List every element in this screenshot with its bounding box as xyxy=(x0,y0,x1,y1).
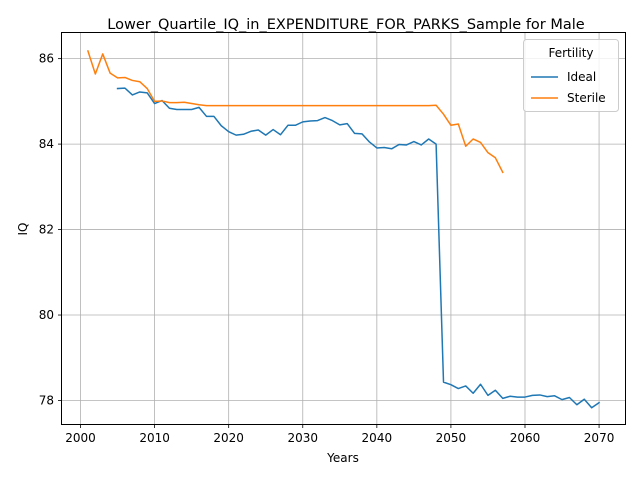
legend-label-ideal: Ideal xyxy=(567,70,596,84)
y-tick-label: 86 xyxy=(39,52,54,66)
series-layer xyxy=(86,50,601,409)
x-axis-label: Years xyxy=(326,451,359,465)
x-tick-label: 2060 xyxy=(510,431,541,445)
legend-title: Fertility xyxy=(548,46,593,60)
y-tick-label: 84 xyxy=(39,137,54,151)
x-tick-label: 2030 xyxy=(287,431,318,445)
chart-title: Lower_Quartile_IQ_in_EXPENDITURE_FOR_PAR… xyxy=(107,17,585,33)
x-tick-label: 2040 xyxy=(362,431,393,445)
legend: Fertility Ideal Sterile xyxy=(523,39,619,112)
x-tick-label: 2050 xyxy=(436,431,467,445)
legend-box xyxy=(523,39,619,112)
x-tick-label: 2070 xyxy=(584,431,615,445)
axis-ticks: 2000 2010 2020 2030 2040 2050 2060 2070 78 80 82 84… xyxy=(39,52,615,445)
y-tick-label: 82 xyxy=(39,223,54,237)
x-tick-label: 2010 xyxy=(139,431,170,445)
y-tick-label: 78 xyxy=(39,393,54,407)
series-line-sterile xyxy=(86,50,504,174)
x-tick-label: 2020 xyxy=(213,431,244,445)
x-tick-label: 2000 xyxy=(65,431,96,445)
y-tick-label: 80 xyxy=(39,308,54,322)
y-axis-label: IQ xyxy=(16,223,30,236)
legend-label-sterile: Sterile xyxy=(567,91,606,105)
plot-frame xyxy=(61,32,626,425)
series-line-ideal xyxy=(116,87,601,409)
